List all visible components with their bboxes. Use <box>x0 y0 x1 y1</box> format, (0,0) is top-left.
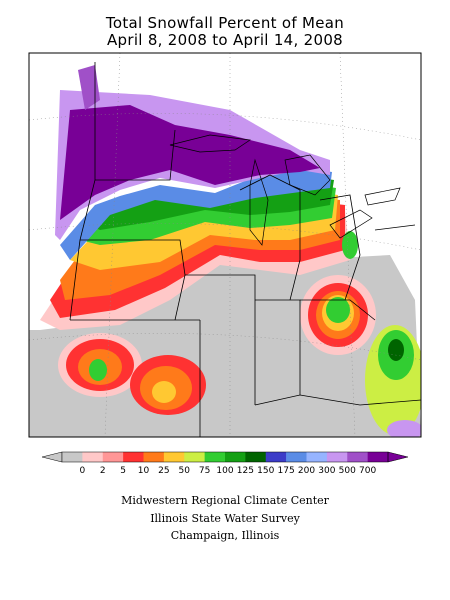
map-date-range: April 8, 2008 to April 14, 2008 <box>106 31 344 49</box>
legend-swatch <box>123 452 144 462</box>
legend-tick-label: 150 <box>257 466 274 476</box>
legend-arrow-high <box>387 451 409 463</box>
graticule <box>29 53 421 437</box>
legend-tick-label: 125 <box>237 466 254 476</box>
great-lakes <box>169 134 401 246</box>
legend-swatch <box>184 452 205 462</box>
blob-s-yellow <box>152 381 176 403</box>
legend-tick-label: 2 <box>100 466 106 476</box>
blob-ne-green <box>342 231 358 259</box>
band-orchid <box>78 65 100 110</box>
legend-tick-label: 175 <box>278 466 295 476</box>
legend-swatch <box>163 452 185 462</box>
legend-swatch <box>306 452 328 462</box>
legend-swatch <box>143 452 165 462</box>
legend-swatch <box>62 452 83 462</box>
legend-tick-label: 25 <box>158 466 169 476</box>
color-legend: 0 2 5 10 25 50 75 100 125 150 175 200 300 500 700 <box>41 451 409 476</box>
legend-swatch <box>326 452 348 462</box>
blob-se-darkgreen <box>388 339 404 361</box>
credit-location: Champaign, Illinois <box>170 529 280 542</box>
band-blue <box>60 168 332 260</box>
legend-tick-label: 10 <box>138 466 150 476</box>
legend-swatch <box>225 452 246 462</box>
legend-frame <box>61 451 389 463</box>
legend-tick-label: 5 <box>120 466 126 476</box>
legend-swatch <box>286 452 307 462</box>
blob-sw-green <box>89 359 107 381</box>
map-title: Total Snowfall Percent of Mean <box>105 14 345 32</box>
legend-tick-label: 300 <box>318 466 335 476</box>
credit-survey: Illinois State Water Survey <box>150 512 300 525</box>
legend-swatch <box>245 452 267 462</box>
legend-swatch <box>347 452 368 462</box>
state-boundaries <box>69 62 421 437</box>
legend-swatch <box>204 452 226 462</box>
legend-swatch <box>265 452 287 462</box>
legend-tick-label: 75 <box>199 466 210 476</box>
legend-tick-label: 100 <box>216 466 233 476</box>
credit-center: Midwestern Regional Climate Center <box>121 494 329 507</box>
blob-e-green <box>326 297 350 323</box>
band-purple <box>60 105 320 220</box>
legend-tick-label: 0 <box>80 466 86 476</box>
legend-tick-label: 700 <box>359 466 376 476</box>
legend-swatch <box>102 452 124 462</box>
legend-tick-label: 200 <box>298 466 315 476</box>
legend-swatch <box>82 452 104 462</box>
legend-swatch <box>367 452 389 462</box>
legend-tick-label: 50 <box>179 466 191 476</box>
blob-se-purple <box>387 420 421 437</box>
legend-tick-label: 500 <box>339 466 356 476</box>
legend-arrow-low <box>41 451 63 463</box>
map-field <box>29 53 421 437</box>
map-frame <box>28 52 422 438</box>
